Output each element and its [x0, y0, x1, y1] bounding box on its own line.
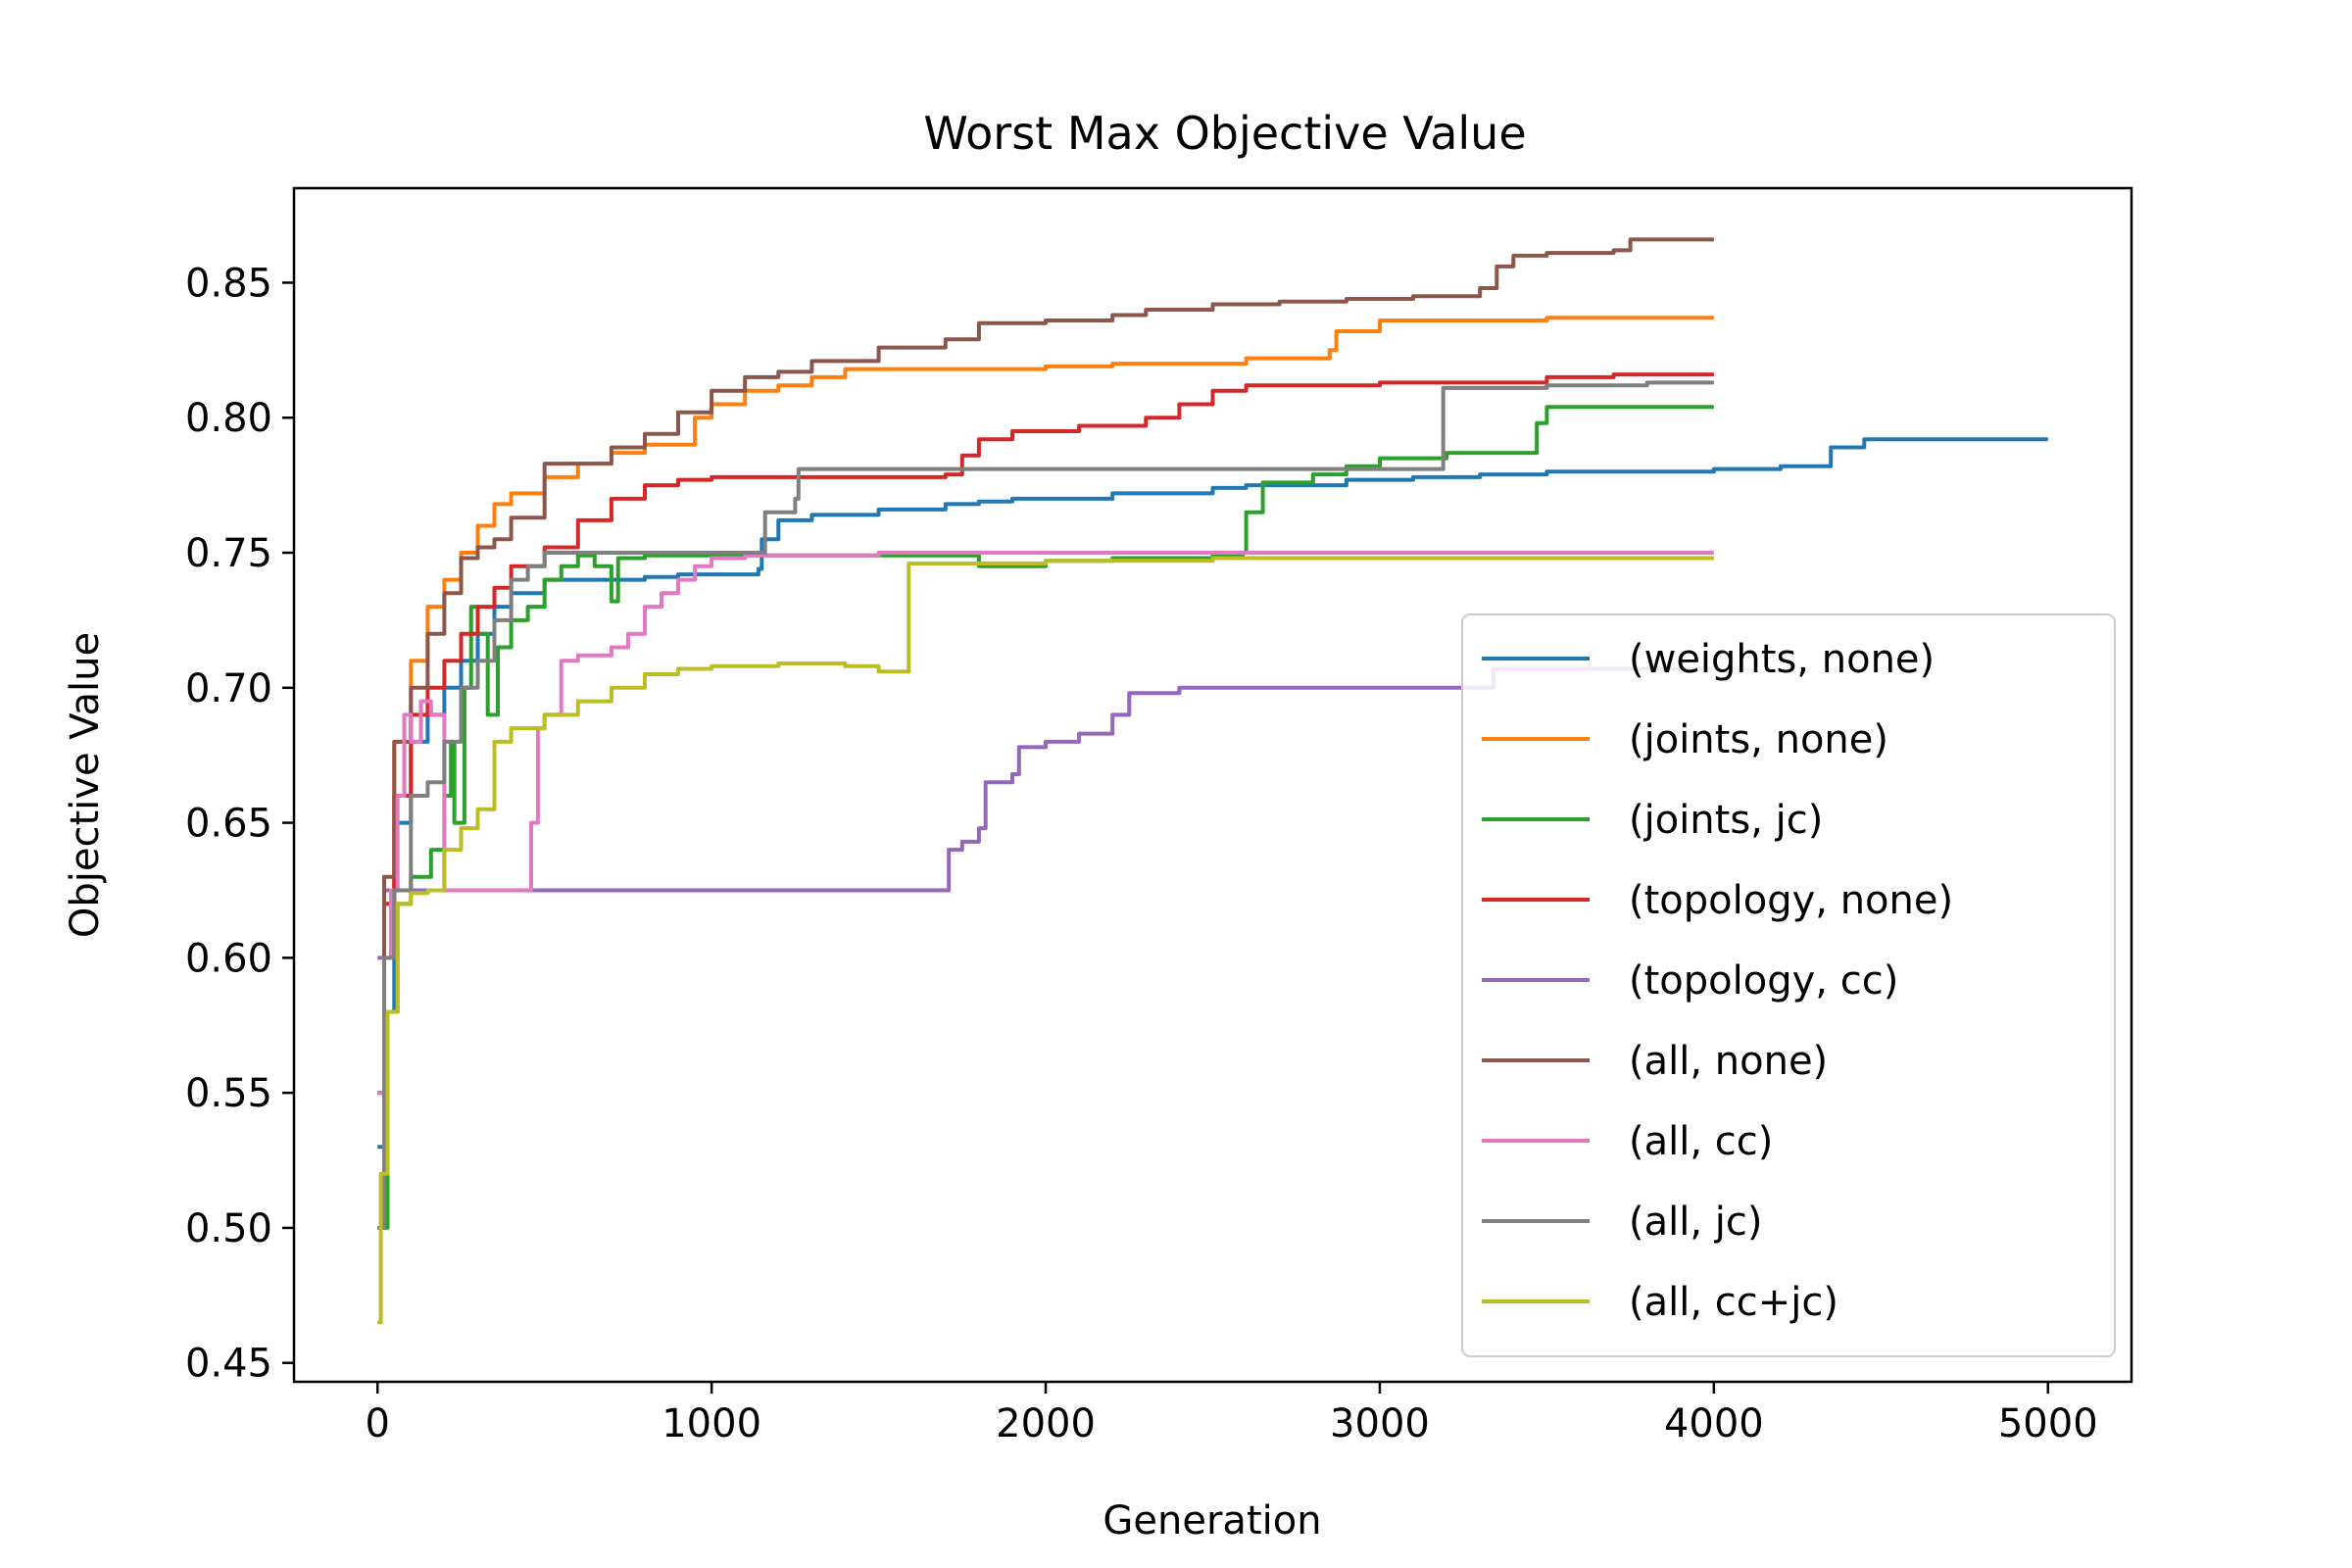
legend-frame	[1461, 613, 2116, 1357]
y-tick-label: 0.75	[185, 531, 272, 576]
legend-label-8: (all, cc+jc)	[1629, 1280, 1838, 1325]
y-axis-label: Objective Value	[63, 632, 108, 938]
y-tick-label: 0.55	[185, 1071, 272, 1116]
x-tick-label: 3000	[1330, 1401, 1430, 1446]
legend-label-1: (joints, none)	[1629, 717, 1888, 762]
y-tick-label: 0.45	[185, 1342, 272, 1387]
y-tick-label: 0.50	[185, 1206, 272, 1251]
legend-label-6: (all, cc)	[1629, 1119, 1773, 1164]
y-tick-label: 0.80	[185, 396, 272, 441]
x-tick-label: 5000	[1998, 1401, 2098, 1446]
series-line-7	[377, 380, 1714, 1230]
y-tick-label: 0.85	[185, 261, 272, 306]
legend-label-4: (topology, cc)	[1629, 958, 1898, 1004]
y-tick-label: 0.60	[185, 936, 272, 981]
series-line-8	[377, 556, 1714, 1325]
series-line-5	[377, 237, 1714, 1096]
y-tick-label: 0.70	[185, 666, 272, 711]
series-line-0	[377, 437, 2048, 1150]
y-tick-label: 0.65	[185, 802, 272, 847]
series-line-4	[377, 666, 1714, 960]
legend-label-3: (topology, none)	[1629, 878, 1953, 923]
x-axis-label: Generation	[1102, 1498, 1321, 1544]
x-tick-label: 0	[366, 1401, 390, 1446]
plot-area-frame	[292, 186, 2133, 1384]
x-tick-label: 2000	[996, 1401, 1096, 1446]
legend-label-2: (joints, jc)	[1629, 798, 1823, 843]
legend-label-5: (all, none)	[1629, 1039, 1828, 1084]
legend-label-7: (all, jc)	[1629, 1200, 1762, 1245]
x-tick-label: 1000	[662, 1401, 761, 1446]
legend: (weights, none) (joints, none) (joints, jc…	[1461, 613, 2116, 1357]
x-tick-label: 4000	[1664, 1401, 1764, 1446]
series-lines	[377, 237, 2048, 1325]
legend-label-0: (weights, none)	[1629, 637, 1935, 682]
x-axis-ticks: 0 1000 2000 3000 4000 5000	[366, 1382, 2098, 1446]
chart-title: Worst Max Objective Value	[923, 107, 1526, 160]
series-line-3	[377, 372, 1714, 1096]
y-axis-ticks: 0.45 0.50 0.55 0.60 0.65 0.70 0.75 0.80 0.85	[185, 261, 294, 1387]
